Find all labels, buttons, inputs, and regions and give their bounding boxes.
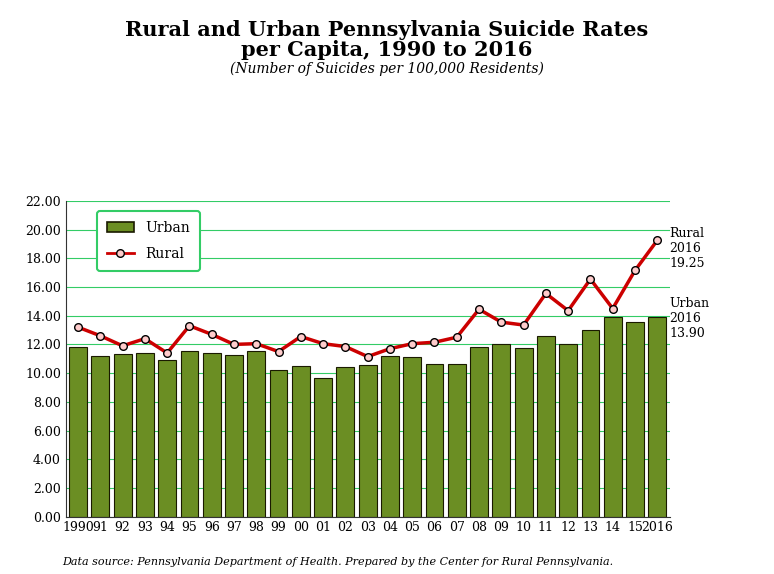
Rural [274, 348, 283, 355]
Bar [403, 356, 421, 517]
Bar [649, 317, 666, 517]
Rural [318, 340, 327, 347]
Bar [626, 322, 644, 517]
Bar [470, 347, 488, 517]
Text: Rural
2016
19.25: Rural 2016 19.25 [670, 227, 705, 270]
Bar [448, 364, 466, 517]
Rural [252, 340, 261, 347]
Bar [492, 344, 510, 517]
Rural [430, 339, 439, 346]
Rural [96, 332, 105, 339]
Bar [292, 366, 310, 517]
Text: Urban
2016
13.90: Urban 2016 13.90 [670, 297, 710, 340]
Bar [560, 344, 577, 517]
Rural [118, 342, 127, 349]
Rural [563, 307, 573, 314]
Rural [608, 305, 618, 312]
Rural [385, 345, 395, 352]
Rural [341, 343, 350, 350]
Text: per Capita, 1990 to 2016: per Capita, 1990 to 2016 [241, 40, 533, 60]
Bar [358, 365, 377, 517]
Rural [497, 319, 506, 325]
Rural [474, 306, 484, 313]
Bar [604, 317, 622, 517]
Bar [180, 351, 198, 517]
Bar [248, 351, 265, 517]
Legend: Urban, Rural: Urban, Rural [97, 211, 200, 271]
Rural [586, 276, 595, 282]
Rural [140, 335, 149, 342]
Rural [363, 353, 372, 360]
Bar [269, 370, 287, 517]
Bar [225, 355, 243, 517]
Rural [163, 350, 172, 356]
Bar [515, 348, 533, 517]
Line: Rural: Rural [74, 236, 661, 360]
Bar [91, 356, 109, 517]
Text: Rural and Urban Pennsylvania Suicide Rates: Rural and Urban Pennsylvania Suicide Rat… [125, 20, 649, 40]
Rural [452, 333, 461, 340]
Bar [426, 364, 444, 517]
Rural [74, 324, 83, 331]
Rural [408, 340, 417, 347]
Rural [541, 290, 550, 297]
Bar [314, 378, 332, 517]
Text: (Number of Suicides per 100,000 Residents): (Number of Suicides per 100,000 Resident… [230, 61, 544, 76]
Bar [136, 353, 154, 517]
Bar [69, 347, 87, 517]
Bar [581, 330, 599, 517]
Rural [296, 333, 306, 340]
Rural [229, 341, 238, 348]
Text: Data source: Pennsylvania Department of Health. Prepared by the Center for Rural: Data source: Pennsylvania Department of … [62, 557, 613, 567]
Bar [381, 356, 399, 517]
Bar [337, 367, 354, 517]
Rural [630, 267, 639, 274]
Rural [652, 237, 662, 244]
Rural [519, 321, 528, 328]
Rural [185, 322, 194, 329]
Bar [203, 353, 221, 517]
Bar [158, 360, 176, 517]
Bar [537, 336, 555, 517]
Bar [114, 354, 132, 517]
Rural [207, 331, 217, 338]
